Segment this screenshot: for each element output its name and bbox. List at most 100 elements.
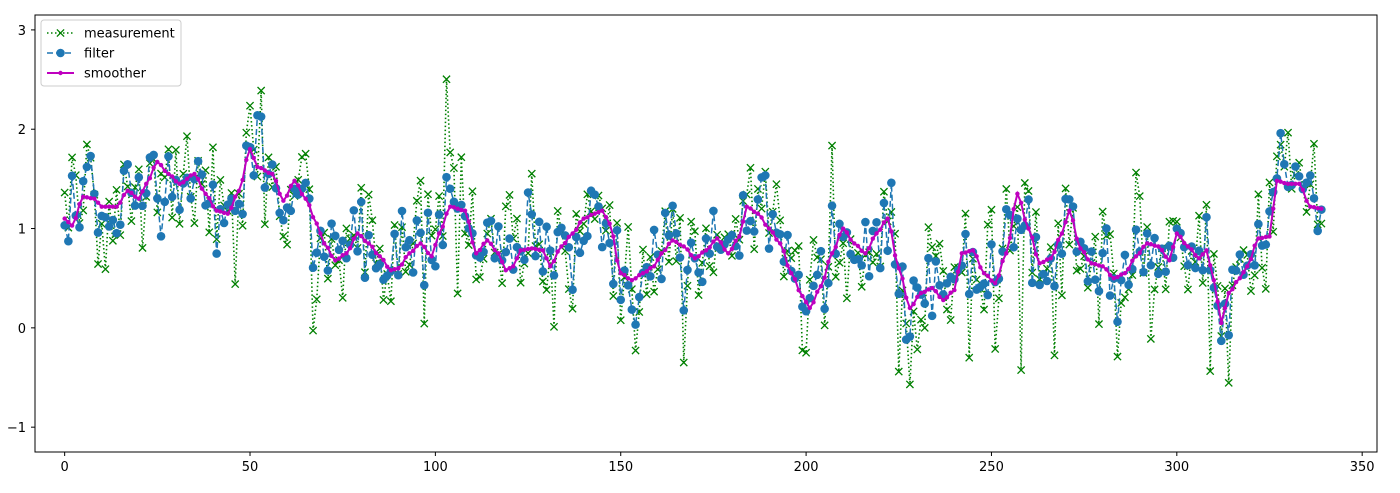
filter-point: [931, 257, 941, 266]
smoother-point: [466, 219, 471, 224]
filter-point: [260, 183, 270, 192]
measurement-point: [1209, 249, 1218, 259]
smoother-point: [162, 168, 167, 174]
measurement-point: [935, 239, 944, 248]
measurement-point: [101, 265, 110, 274]
measurement-point: [423, 190, 433, 199]
y-axis: −1 0 1 2 3: [7, 24, 35, 436]
measurement-point: [138, 243, 147, 252]
smoother-point: [881, 220, 887, 225]
measurement-point: [516, 278, 525, 287]
filter-point: [67, 171, 77, 181]
smoother-point: [188, 173, 193, 178]
measurement-point: [208, 143, 218, 152]
smoother-point: [392, 267, 397, 272]
x-tick-label: 50: [242, 460, 259, 475]
smoother-point: [218, 209, 223, 214]
measurement-point: [1065, 240, 1074, 249]
filter-point: [160, 197, 170, 207]
measurement-point: [68, 153, 77, 162]
smoother-point: [333, 258, 338, 263]
measurement-point: [127, 217, 136, 226]
smoother-point: [633, 276, 638, 281]
filter-point: [1235, 250, 1245, 259]
measurement-point: [338, 293, 347, 302]
filter-point: [360, 273, 370, 283]
smoother-point: [863, 251, 868, 256]
smoother-point: [66, 219, 71, 225]
smoother-point: [444, 211, 449, 216]
smoother-point: [744, 204, 749, 209]
smoother-point: [514, 256, 520, 261]
filter-point: [438, 240, 448, 250]
smoother-point: [229, 205, 234, 210]
smoother-point: [670, 238, 675, 243]
smoother-point: [1033, 252, 1039, 257]
measurement-point: [802, 348, 811, 357]
filter-point: [894, 289, 904, 299]
filter-point: [727, 230, 737, 240]
filter-point: [1087, 247, 1096, 256]
filter-point: [267, 160, 277, 169]
smoother-point: [169, 174, 175, 179]
smoother-point: [173, 179, 179, 184]
measurement-point: [675, 213, 685, 222]
smoother-point: [1204, 248, 1209, 253]
smoother-point: [981, 271, 987, 276]
filter-point: [1276, 128, 1285, 138]
filter-point: [827, 201, 837, 211]
filter-point: [872, 218, 881, 227]
filter-point: [434, 210, 444, 219]
smoother-point: [429, 254, 434, 259]
filter-point: [1102, 224, 1111, 233]
smoother-point: [1300, 187, 1306, 192]
smoother-point: [247, 146, 253, 152]
measurement-point: [1202, 200, 1211, 209]
measurement-point: [701, 224, 711, 233]
filter-point: [631, 320, 640, 329]
filter-point: [1280, 159, 1289, 169]
smoother-point: [1126, 266, 1131, 272]
smoother-point: [481, 241, 486, 246]
measurement-point: [446, 148, 455, 157]
y-tick-label: −1: [7, 421, 26, 436]
smoother-point: [611, 234, 616, 239]
measurement-point: [175, 219, 184, 228]
measurement-point: [612, 218, 622, 228]
measurement-point: [312, 295, 321, 304]
smoother-point: [1256, 236, 1261, 241]
plot-frame: [34, 14, 1378, 453]
measurement-point: [1309, 139, 1319, 148]
measurement-point: [1302, 207, 1311, 216]
measurement-point: [368, 216, 377, 225]
smoother-point: [88, 196, 93, 201]
measurement-point: [1246, 286, 1256, 296]
smoother-point: [381, 257, 386, 263]
measurement-point: [397, 223, 407, 232]
filter-point: [375, 260, 385, 269]
filter-point: [987, 240, 996, 249]
filter-point: [1313, 226, 1322, 236]
smoother-point: [203, 191, 208, 196]
smoother-point: [1119, 272, 1124, 277]
smoother-point: [700, 250, 705, 255]
measurement-point: [713, 230, 722, 239]
smoother-point: [440, 224, 445, 229]
smoother-point: [629, 277, 635, 283]
smoother-point: [844, 230, 850, 235]
filter-point: [835, 219, 844, 229]
smoother-point: [559, 244, 564, 249]
measurement-point: [987, 205, 996, 214]
smoother-point: [603, 214, 609, 220]
smoother-point: [637, 272, 642, 278]
filter-point: [1065, 195, 1074, 204]
filter-point: [279, 215, 288, 225]
filter-point: [1042, 276, 1052, 286]
legend-label: measurement: [84, 27, 175, 42]
smoother-point: [1137, 250, 1142, 256]
filter-point: [212, 249, 221, 258]
smoother-point: [963, 250, 968, 255]
smoother-point: [1041, 259, 1046, 265]
smoother-point: [270, 171, 275, 177]
smoother-point: [214, 208, 219, 213]
